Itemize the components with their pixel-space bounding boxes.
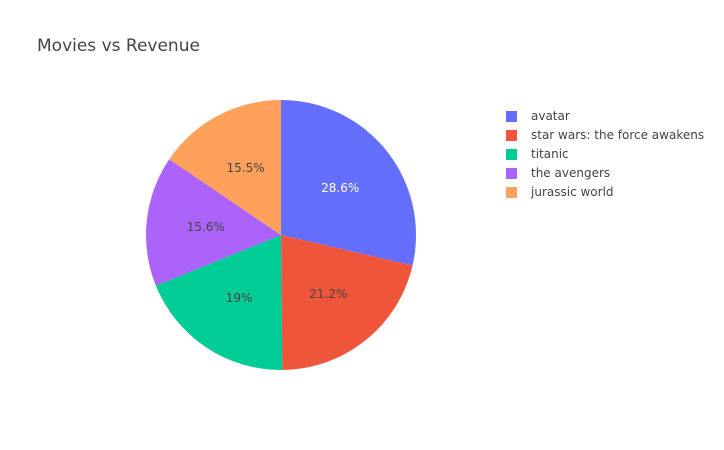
pie-slices	[146, 100, 416, 370]
pie-slice-titanic[interactable]	[155, 235, 283, 370]
legend-label-jurassic-world: jurassic world	[530, 185, 614, 199]
slice-label-star-wars-the-force-awakens: 21.2%	[309, 287, 347, 301]
legend-label-the-avengers: the avengers	[531, 166, 610, 180]
legend-swatch-titanic	[506, 149, 517, 160]
legend-item-the-avengers[interactable]: the avengers	[506, 166, 610, 180]
slice-label-titanic: 19%	[226, 291, 253, 305]
legend-label-titanic: titanic	[531, 147, 569, 161]
legend-item-jurassic-world[interactable]: jurassic world	[506, 185, 614, 199]
pie-slice-labels: 28.6% 21.2% 19% 15.6% 15.5%	[187, 161, 359, 305]
slice-label-avatar: 28.6%	[321, 181, 359, 195]
slice-label-jurassic-world: 15.5%	[227, 161, 265, 175]
pie-slice-star-wars-the-force-awakens[interactable]	[281, 235, 413, 370]
legend-swatch-jurassic-world	[506, 187, 517, 198]
legend: avatar star wars: the force awakens titani…	[506, 109, 704, 199]
slice-label-the-avengers: 15.6%	[187, 220, 225, 234]
pie-slice-jurassic-world[interactable]	[169, 100, 281, 235]
legend-label-avatar: avatar	[531, 109, 570, 123]
chart-title: Movies vs Revenue	[37, 36, 200, 56]
legend-item-star-wars-the-force-awakens[interactable]: star wars: the force awakens	[506, 128, 704, 142]
legend-swatch-star-wars-the-force-awakens	[506, 130, 517, 141]
legend-swatch-the-avengers	[506, 168, 517, 179]
legend-swatch-avatar	[506, 111, 517, 122]
legend-item-avatar[interactable]: avatar	[506, 109, 570, 123]
pie-slice-avatar[interactable]	[281, 100, 416, 266]
pie-slice-the-avengers[interactable]	[146, 159, 281, 286]
legend-label-star-wars-the-force-awakens: star wars: the force awakens	[531, 128, 704, 142]
legend-item-titanic[interactable]: titanic	[506, 147, 569, 161]
